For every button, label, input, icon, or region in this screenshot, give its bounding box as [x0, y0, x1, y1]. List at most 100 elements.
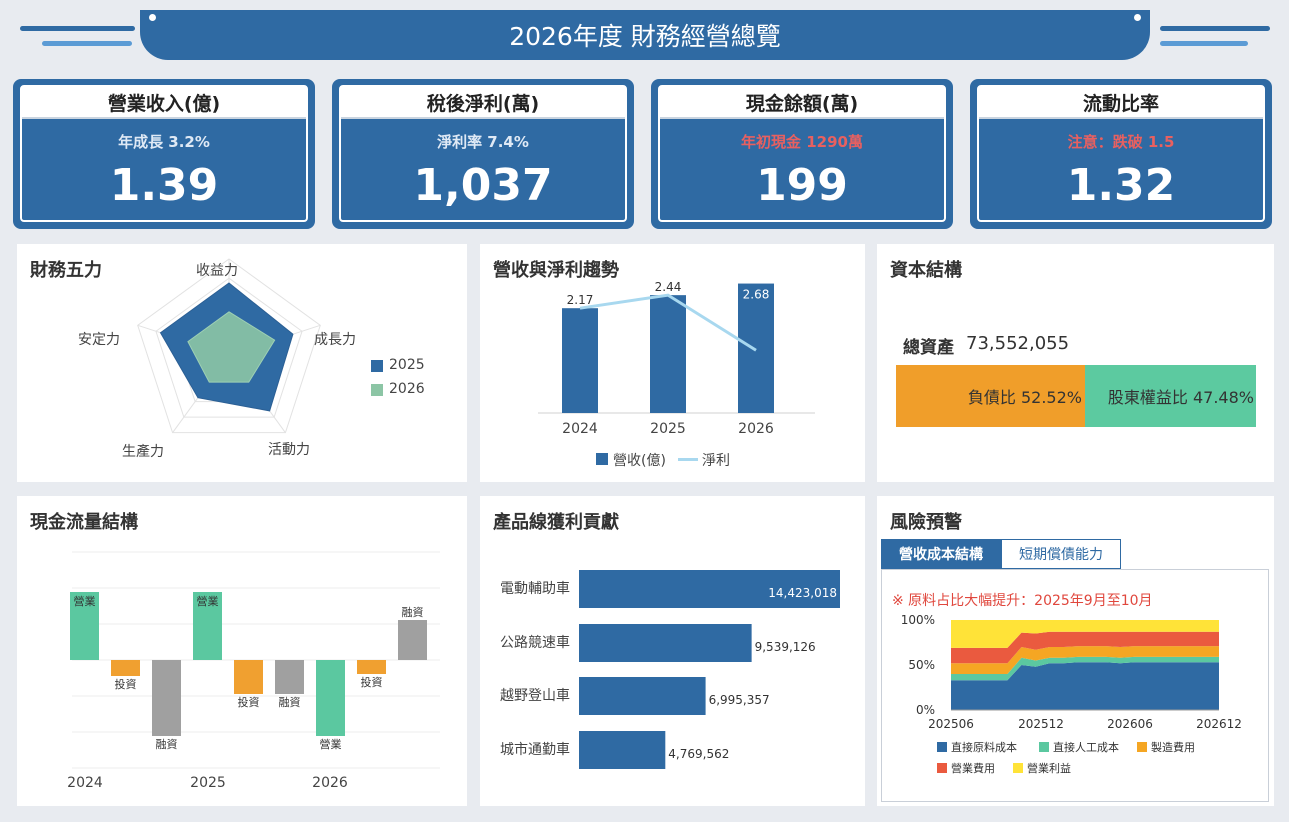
risk-alert-text: ※ 原料占比大幅提升：2025年9月至10月	[892, 593, 1153, 609]
x-tick-label: 202606	[1107, 717, 1153, 731]
x-tick-label: 2025	[650, 421, 686, 437]
radar-grid-ring	[137, 258, 321, 434]
panel-title: 資本結構	[890, 260, 962, 281]
area-series-營業費用	[951, 631, 1219, 664]
tab-revenue-cost-structure[interactable]: 營收成本結構	[881, 539, 1001, 569]
page-title-text: 2026年度 財務經營總覽	[509, 22, 781, 51]
cashflow-bar-投資	[111, 660, 140, 676]
kpi-card-cash: 現金餘額(萬) 年初現金 1290萬 199	[651, 79, 953, 229]
panel-title: 風險預警	[890, 512, 962, 533]
product-value-label: 6,995,357	[709, 693, 770, 707]
header-decoration-line	[20, 26, 135, 31]
cashflow-bar-label: 營業	[74, 595, 96, 608]
x-tick-label: 2025	[190, 775, 226, 791]
cost-structure-chart: 100% 50% 0%202506 202512 202606 202612 直接原料成本 直…	[901, 613, 1242, 775]
radar-axis-label: 安定力	[78, 332, 120, 348]
tab-label: 營收成本結構	[899, 547, 983, 563]
legend-swatch	[937, 742, 947, 752]
legend-swatch	[1137, 742, 1147, 752]
kpi-title: 流動比率	[979, 87, 1263, 119]
kpi-title: 稅後淨利(萬)	[341, 87, 625, 119]
legend-swatch-profit	[678, 458, 698, 461]
y-tick-label: 0%	[916, 703, 935, 717]
bar-data-label: 2.68	[743, 288, 770, 302]
product-bar	[579, 731, 666, 769]
cashflow-bar-label: 投資	[238, 695, 260, 709]
cashflow-bar-融資	[275, 660, 304, 694]
radar-series-2026	[187, 311, 276, 383]
cashflow-bar-label: 投資	[361, 675, 383, 689]
total-assets-value: 73,552,055	[966, 333, 1070, 354]
cashflow-bar-投資	[234, 660, 263, 694]
kpi-value: 1.39	[109, 160, 219, 211]
kpi-subtitle: 年初現金 1290萬	[741, 133, 863, 151]
cashflow-bar-融資	[398, 620, 427, 660]
x-tick-label: 2026	[312, 775, 348, 791]
legend-label: 直接人工成本	[1053, 740, 1119, 754]
cashflow-bar-label: 營業	[197, 595, 219, 608]
product-bar	[579, 624, 752, 662]
radar-axis-label: 成長力	[314, 332, 356, 348]
tab-short-term-solvency[interactable]: 短期償債能力	[1001, 539, 1121, 569]
bar-data-label: 2.17	[567, 293, 594, 307]
legend-label-revenue: 營收(億)	[613, 453, 666, 469]
legend-swatch	[1039, 742, 1049, 752]
cashflow-bar-label: 融資	[156, 738, 178, 751]
header-decoration-line	[1160, 26, 1270, 31]
legend-label-profit: 淨利	[702, 453, 730, 469]
y-tick-label: 100%	[901, 613, 935, 627]
product-category-label: 公路競速車	[500, 634, 570, 651]
debt-ratio-bar: 負債比 52.52%	[896, 365, 1085, 427]
cashflow-bar-融資	[152, 660, 181, 736]
panel-title: 產品線獲利貢獻	[493, 512, 619, 533]
product-category-label: 越野登山車	[500, 687, 570, 704]
cashflow-bar-label: 融資	[402, 606, 424, 619]
products-panel: 產品線獲利貢獻 電動輔助車 14,423,018 公路競速車 9,539,126 越野登…	[480, 496, 865, 806]
trend-panel: 營收與淨利趨勢 2.17 2.44 2.68 2024 2025 2026 營收(億) 淨…	[480, 244, 865, 482]
product-value-label: 14,423,018	[768, 586, 837, 600]
revenue-bar	[562, 308, 598, 413]
profit-line	[579, 293, 757, 352]
cashflow-bar-label: 投資	[115, 677, 137, 691]
area-series-直接人工成本	[951, 656, 1219, 681]
cashflow-bar-營業	[316, 660, 345, 736]
kpi-card-revenue: 營業收入(億) 年成長 3.2% 1.39	[13, 79, 315, 229]
product-category-label: 電動輔助車	[500, 580, 570, 597]
x-tick-label: 202612	[1196, 717, 1242, 731]
kpi-value: 1,037	[413, 160, 553, 211]
debt-ratio-label: 負債比 52.52%	[967, 388, 1082, 407]
kpi-value: 199	[756, 160, 848, 211]
kpi-value: 1.32	[1066, 160, 1176, 211]
cashflow-bar-label: 融資	[279, 696, 301, 709]
panel-title: 財務五力	[30, 260, 102, 281]
legend-label-2025: 2025	[389, 357, 425, 373]
legend-label: 製造費用	[1151, 740, 1195, 754]
revenue-bar	[650, 295, 686, 413]
kpi-title: 營業收入(億)	[22, 87, 306, 119]
x-tick-label: 202512	[1018, 717, 1064, 731]
product-profit-chart: 電動輔助車 14,423,018 公路競速車 9,539,126 越野登山車 6,995,…	[500, 570, 840, 769]
product-bar	[579, 570, 840, 608]
product-value-label: 4,769,562	[668, 747, 729, 761]
radar-grid-ring	[155, 277, 303, 418]
page-title: 2026年度 財務經營總覽	[140, 10, 1150, 60]
capital-panel: 資本結構 總資產 73,552,055 負債比 52.52% 股東權益比 47.…	[877, 244, 1274, 482]
header-dot	[1134, 14, 1141, 21]
total-assets-label: 總資產	[903, 338, 954, 358]
x-tick-label: 2026	[738, 421, 774, 437]
radar-panel: 財務五力 收益力 成長力 活動力 生產力 安定力 2025 2026	[17, 244, 467, 482]
x-tick-label: 202506	[928, 717, 974, 731]
kpi-title: 現金餘額(萬)	[660, 87, 944, 119]
legend-label: 營業費用	[951, 761, 995, 775]
tab-label: 短期償債能力	[1019, 547, 1103, 563]
header-dot	[149, 14, 156, 21]
cashflow-bar-營業	[193, 592, 222, 660]
header-decoration-line	[42, 41, 132, 46]
kpi-card-current-ratio: 流動比率 注意：跌破 1.5 1.32	[970, 79, 1272, 229]
kpi-subtitle: 淨利率 7.4%	[437, 133, 529, 151]
radar-axis-label: 生產力	[122, 443, 164, 460]
legend-label: 直接原料成本	[951, 740, 1017, 754]
revenue-bar	[738, 283, 774, 413]
